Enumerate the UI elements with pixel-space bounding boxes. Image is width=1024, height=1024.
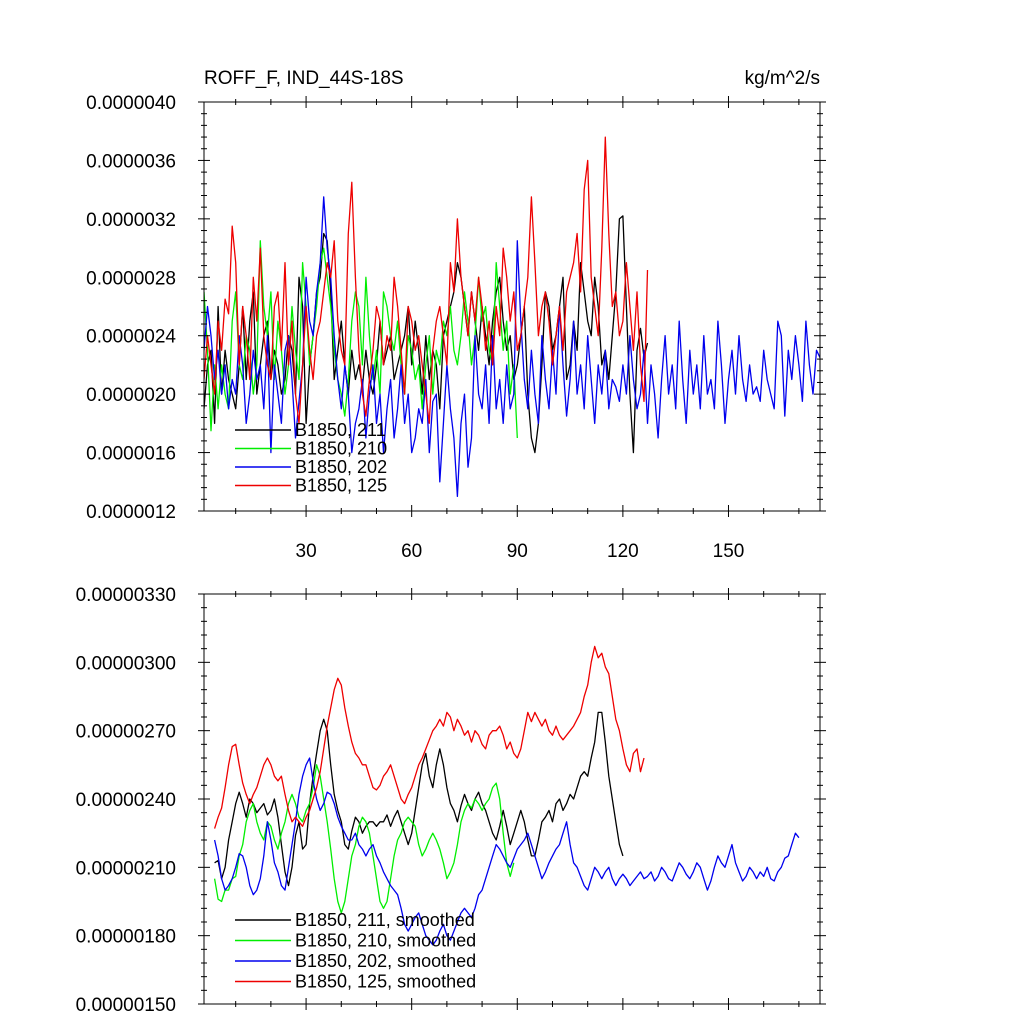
legend-label: B1850, 202 (295, 457, 387, 477)
legend-label: B1850, 211 (295, 420, 386, 440)
units-label: kg/m^2/s (745, 68, 820, 89)
y-tick-label: 0.0000012 (86, 502, 176, 523)
y-tick-label: 0.00000240 (76, 790, 176, 811)
x-tick-label: 60 (401, 541, 422, 562)
legend-label: B1850, 211, smoothed (295, 910, 475, 930)
x-tick-label: 150 (713, 541, 745, 562)
x-tick-label: 90 (507, 541, 528, 562)
y-tick-label: 0.00000270 (76, 722, 176, 743)
chart-title: ROFF_F, IND_44S-18S (204, 68, 404, 89)
y-tick-label: 0.0000016 (86, 444, 176, 465)
legend-label: B1850, 125, smoothed (295, 972, 476, 992)
series-group (204, 136, 820, 498)
series-line-4 (204, 136, 649, 425)
y-tick-label: 0.00000210 (76, 858, 176, 879)
chart-panel-1: ROFF_F, IND_44S-18S kg/m^2/s 0.0000012 0.00… (86, 68, 826, 562)
y-tick-label: 0.0000032 (86, 210, 176, 231)
chart-panel-2: 0.00000150 0.00000180 0.00000210 0.00000240… (76, 585, 826, 1016)
plot-frame (203, 101, 821, 512)
legend-label: B1850, 202, smoothed (295, 951, 476, 971)
y-tick-label: 0.0000024 (86, 327, 176, 348)
legend-label: B1850, 210, smoothed (295, 931, 476, 951)
series-line-3 (213, 757, 800, 946)
y-tick-label: 0.00000180 (76, 927, 176, 948)
y-tick-label: 0.0000020 (86, 385, 176, 406)
x-tick-label: 30 (296, 541, 317, 562)
series-line-1 (214, 711, 624, 887)
y-tick-label: 0.0000040 (86, 93, 176, 114)
legend-label: B1850, 125 (295, 476, 387, 496)
series-line-4 (213, 645, 645, 829)
series-line-2 (213, 764, 515, 914)
series-group (213, 645, 800, 946)
y-tick-label: 0.0000036 (86, 151, 176, 172)
series-line-3 (204, 196, 820, 498)
y-tick-label: 0.0000028 (86, 268, 176, 289)
x-tick-label: 120 (607, 541, 639, 562)
y-tick-label: 0.00000330 (76, 585, 176, 606)
y-tick-label: 0.00000150 (76, 995, 176, 1016)
y-tick-label: 0.00000300 (76, 653, 176, 674)
series-line-1 (204, 215, 649, 454)
legend-label: B1850, 210 (295, 439, 387, 459)
